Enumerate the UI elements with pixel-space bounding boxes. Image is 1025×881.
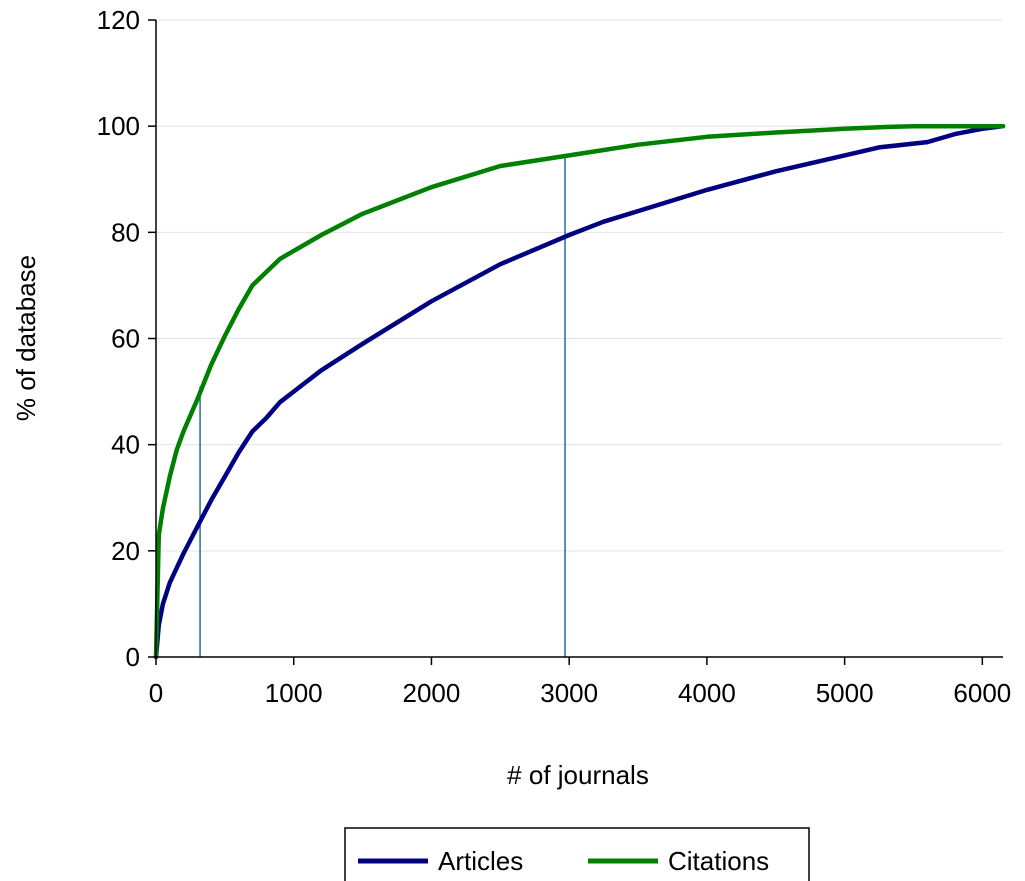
y-tick-label: 0 xyxy=(126,642,140,672)
x-tick-label: 2000 xyxy=(403,678,461,708)
tick-labels: 0 20 40 60 80 100 120 0 1000 2000 3000 4000 5000 6000 xyxy=(97,5,1012,708)
y-tick-label: 80 xyxy=(111,217,140,247)
y-tick-label: 120 xyxy=(97,5,140,35)
x-tick-label: 1000 xyxy=(265,678,323,708)
y-tick-label: 20 xyxy=(111,536,140,566)
x-tick-label: 0 xyxy=(149,678,163,708)
legend-label-articles: Articles xyxy=(438,846,523,876)
x-tick-label: 6000 xyxy=(953,678,1011,708)
axes xyxy=(148,19,1003,665)
y-tick-label: 60 xyxy=(111,324,140,354)
grid-lines xyxy=(156,19,1003,552)
legend-box xyxy=(344,827,810,881)
series-line-citations xyxy=(153,123,1006,660)
series-lines xyxy=(153,123,1006,660)
x-tick-label: 4000 xyxy=(678,678,736,708)
series-line-articles xyxy=(153,123,1006,660)
y-tick-label: 40 xyxy=(111,430,140,460)
x-axis-title: # of journals xyxy=(507,760,649,790)
y-tick-label: 100 xyxy=(97,111,140,141)
x-tick-label: 5000 xyxy=(816,678,874,708)
legend-label-citations: Citations xyxy=(668,846,769,876)
legend: Articles Citations xyxy=(344,827,810,881)
y-axis-title: % of database xyxy=(11,255,41,421)
x-tick-label: 3000 xyxy=(540,678,598,708)
reference-lines xyxy=(199,155,566,657)
